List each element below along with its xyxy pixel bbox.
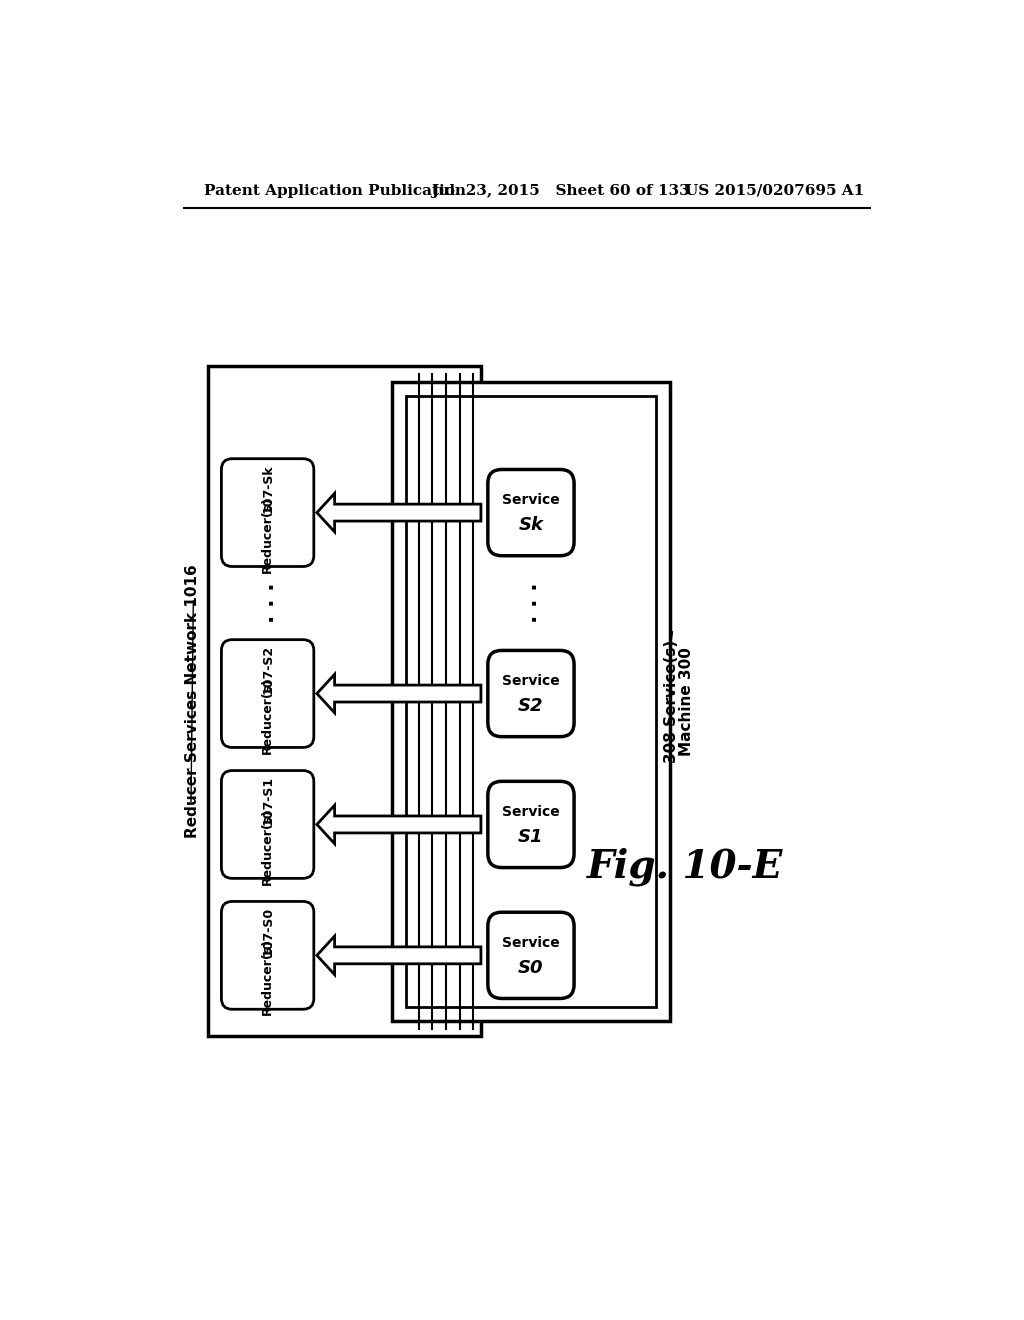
Text: 107-Sk: 107-Sk — [261, 465, 274, 513]
Text: Reducer(s): Reducer(s) — [261, 496, 274, 573]
Text: Service: Service — [502, 494, 560, 507]
FancyBboxPatch shape — [487, 912, 574, 998]
Polygon shape — [316, 494, 481, 532]
Text: Patent Application Publication: Patent Application Publication — [204, 183, 466, 198]
Bar — [407, 396, 655, 1007]
Text: 308 Service(s): 308 Service(s) — [664, 640, 679, 763]
Bar — [392, 381, 670, 1020]
Text: . . .: . . . — [521, 582, 541, 623]
FancyBboxPatch shape — [221, 771, 313, 878]
Bar — [208, 367, 481, 1036]
FancyBboxPatch shape — [487, 470, 574, 556]
Text: S1: S1 — [518, 828, 544, 846]
Text: S0: S0 — [518, 958, 544, 977]
Text: Service: Service — [502, 936, 560, 950]
Text: Service: Service — [502, 675, 560, 688]
Text: US 2015/0207695 A1: US 2015/0207695 A1 — [685, 183, 864, 198]
Text: 107-S0: 107-S0 — [261, 907, 274, 956]
Text: S2: S2 — [518, 697, 544, 715]
Text: Reducer(s): Reducer(s) — [261, 808, 274, 884]
Polygon shape — [316, 936, 481, 974]
Text: Reducer Services Network 1016: Reducer Services Network 1016 — [184, 565, 200, 838]
Text: Sk: Sk — [518, 516, 544, 533]
Text: . . .: . . . — [258, 582, 278, 623]
Text: 107-S1: 107-S1 — [261, 776, 274, 825]
Text: Jul. 23, 2015   Sheet 60 of 133: Jul. 23, 2015 Sheet 60 of 133 — [431, 183, 689, 198]
FancyBboxPatch shape — [487, 781, 574, 867]
Text: Machine 300: Machine 300 — [679, 647, 694, 755]
FancyBboxPatch shape — [221, 459, 313, 566]
Text: Fig. 10-E: Fig. 10-E — [587, 847, 783, 886]
FancyBboxPatch shape — [487, 651, 574, 737]
Polygon shape — [316, 805, 481, 843]
Polygon shape — [316, 675, 481, 713]
Text: 107-S2: 107-S2 — [261, 645, 274, 694]
Text: Service: Service — [502, 805, 560, 820]
FancyBboxPatch shape — [221, 902, 313, 1010]
Text: Reducer(s): Reducer(s) — [261, 677, 274, 754]
FancyBboxPatch shape — [221, 640, 313, 747]
Text: Reducer(s): Reducer(s) — [261, 939, 274, 1015]
